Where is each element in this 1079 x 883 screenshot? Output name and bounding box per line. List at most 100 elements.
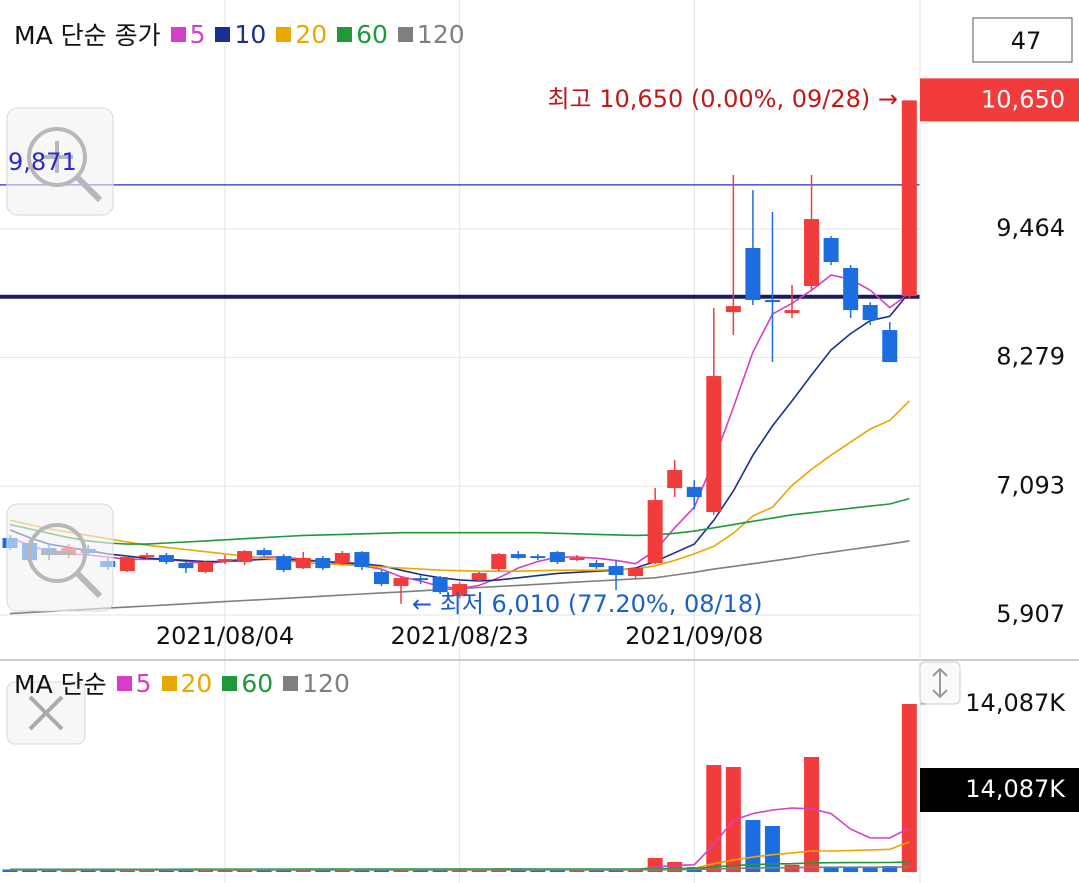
- candle-body: [589, 563, 604, 568]
- legend-label: 60: [356, 19, 388, 49]
- y-tick-label: 9,464: [996, 214, 1065, 242]
- y-tick-label: 14,087K: [965, 689, 1066, 717]
- x-tick-label: 2021/08/23: [390, 622, 528, 650]
- marks: [2, 100, 917, 872]
- candle-body: [256, 550, 272, 556]
- legend-label: 60: [241, 668, 274, 698]
- current-price-label: 10,650: [981, 85, 1065, 113]
- volume-bar: [764, 826, 780, 872]
- legend-swatch: [222, 675, 238, 691]
- y-tick-label: 5,907: [996, 600, 1065, 628]
- volume-bar: [823, 868, 839, 872]
- reference-label: 9,871: [8, 148, 77, 176]
- candle-body: [178, 563, 194, 569]
- candle-body: [686, 487, 702, 498]
- candle-body: [413, 578, 429, 581]
- current-price-box: [920, 78, 1079, 122]
- volume-bar: [804, 757, 820, 872]
- volume-bar: [706, 765, 722, 872]
- candle-body: [471, 573, 487, 581]
- candle-body: [295, 558, 311, 569]
- current-volume-label: 14,087K: [965, 775, 1066, 803]
- legend-item: 20: [276, 20, 327, 49]
- close-panel-button[interactable]: [6, 681, 86, 745]
- candle-body: [315, 558, 331, 569]
- zoom-out-button[interactable]: [6, 503, 114, 612]
- volume-bar: [549, 869, 565, 872]
- legend-item: 5: [170, 19, 206, 49]
- volume-bar: [256, 869, 272, 872]
- candle-body: [628, 568, 644, 577]
- legend-label: 120: [416, 19, 465, 49]
- legend-label: 5: [135, 668, 152, 698]
- volume-bar: [178, 869, 194, 872]
- volume-bar: [667, 862, 683, 872]
- period-count: 47: [1011, 27, 1042, 55]
- legend-swatch: [116, 675, 132, 691]
- candle-body: [862, 304, 878, 321]
- legend-item: 60: [222, 669, 273, 698]
- volume-bar: [413, 870, 429, 872]
- ma-line: [9, 400, 910, 572]
- ma-line: [10, 866, 910, 871]
- volume-bar: [589, 870, 604, 872]
- volume-bar: [315, 869, 331, 872]
- legend-item: 20: [161, 669, 212, 698]
- legend-item: 120: [397, 19, 465, 49]
- current-volume-box: [920, 768, 1079, 812]
- x-tick-label: 2021/08/04: [156, 622, 294, 650]
- candle-body: [530, 556, 546, 559]
- volume-bar: [530, 870, 546, 872]
- candle-body: [706, 376, 722, 513]
- volume-bar: [843, 868, 859, 872]
- legend-title: MA 단순 종가: [14, 21, 161, 50]
- candle-body: [354, 552, 370, 568]
- volume-bar: [745, 820, 761, 872]
- volume-bar: [569, 869, 585, 872]
- candle-body: [764, 300, 780, 303]
- period-box[interactable]: [972, 17, 1073, 63]
- volume-bar: [510, 869, 526, 872]
- volume-bar: [862, 868, 878, 872]
- x-tick-label: 2021/09/08: [625, 622, 763, 650]
- legend: MA 단순 종가 5 10 20 60 120: [14, 16, 465, 52]
- legend-swatch: [161, 675, 177, 691]
- legend-swatch: [283, 675, 299, 691]
- legend-label: 5: [189, 19, 206, 49]
- candle-body: [667, 470, 683, 489]
- resize-button[interactable]: [919, 661, 961, 705]
- high-annotation: 최고 10,650 (0.00%, 09/28) →: [547, 85, 898, 113]
- grid: [0, 0, 920, 883]
- candle-body: [823, 238, 839, 263]
- candle-body: [393, 578, 409, 587]
- candle-body: [725, 306, 741, 313]
- candle-body: [901, 100, 917, 297]
- legend-swatch: [337, 26, 353, 42]
- candle-body: [608, 566, 624, 576]
- legend-label: 120: [302, 668, 350, 698]
- ma-line: [9, 497, 910, 545]
- legend-swatch: [170, 26, 186, 42]
- candle-body: [491, 554, 507, 570]
- low-annotation: ← 최저 6,010 (77.20%, 08/18): [412, 590, 763, 618]
- candle-body: [569, 558, 585, 561]
- candle-body: [334, 553, 350, 564]
- candle-body: [139, 555, 155, 558]
- volume-bar: [217, 870, 233, 872]
- legend-swatch: [397, 26, 413, 42]
- candle-body: [276, 556, 292, 571]
- candle-body: [843, 267, 859, 311]
- candle-body: [198, 562, 213, 573]
- candle-body: [549, 552, 565, 563]
- candle-body: [217, 559, 233, 563]
- zoom-in-button[interactable]: [6, 107, 114, 216]
- candle-body: [373, 572, 389, 585]
- volume-bar: [80, 869, 96, 872]
- volume-bar: [882, 866, 898, 872]
- candle-body: [119, 557, 135, 572]
- volume-bar: [334, 869, 350, 872]
- volume-bar: [198, 869, 213, 872]
- legend-title: MA 단순: [14, 670, 107, 699]
- candle-body: [237, 551, 253, 563]
